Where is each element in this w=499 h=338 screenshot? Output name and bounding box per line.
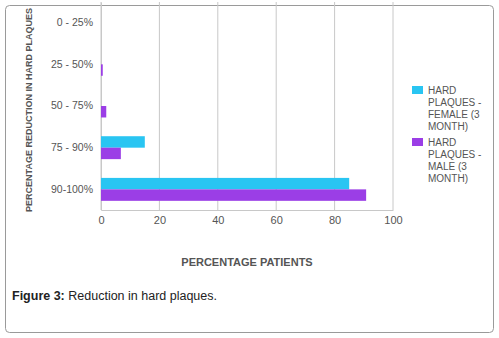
bar xyxy=(101,64,103,75)
bar xyxy=(101,178,349,189)
legend-swatch xyxy=(412,138,423,146)
x-tick-label: 100 xyxy=(384,214,402,226)
x-tick-label: 60 xyxy=(271,214,283,226)
y-tick-label: 25 - 50% xyxy=(51,58,93,70)
legend-label: HARDPLAQUES -MALE (3MONTH) xyxy=(428,137,481,184)
grid-line xyxy=(393,2,394,210)
y-tick-label: 50 - 75% xyxy=(51,99,93,111)
x-tick: 0 xyxy=(98,210,104,226)
y-tick-label: 75 - 90% xyxy=(51,141,93,153)
bar xyxy=(101,106,106,117)
x-tick-label: 80 xyxy=(329,214,341,226)
x-tick: 100 xyxy=(384,210,402,226)
x-tick: 80 xyxy=(329,210,341,226)
y-tick: 50 - 75% xyxy=(51,99,101,111)
bar xyxy=(101,53,102,64)
bar xyxy=(101,189,366,200)
y-axis: 0 - 25% 25 - 50% 50 - 75% 75 - 90% 90-100% xyxy=(51,3,102,211)
x-tick: 20 xyxy=(154,210,166,226)
bar xyxy=(101,148,121,159)
y-tick: 75 - 90% xyxy=(51,141,101,153)
x-axis: 0 20 40 60 80 100 xyxy=(98,210,402,226)
bar-series xyxy=(101,64,366,201)
y-tick-label: 0 - 25% xyxy=(57,16,93,28)
x-tick: 40 xyxy=(212,210,224,226)
bar xyxy=(101,136,145,147)
grid xyxy=(101,2,393,210)
x-tick-label: 40 xyxy=(212,214,224,226)
y-tick-label: 90-100% xyxy=(51,183,93,195)
y-tick: 90-100% xyxy=(51,183,101,195)
chart: 0 20 40 60 80 100 0 - 25% 25 - 50% 50 - 75% 75 - … xyxy=(0,0,499,338)
y-tick: 0 - 25% xyxy=(57,16,101,28)
x-tick-label: 0 xyxy=(98,214,104,226)
legend-swatch xyxy=(412,86,423,94)
x-tick: 60 xyxy=(271,210,283,226)
frame xyxy=(6,6,494,333)
legend-label: HARDPLAQUES -FEMALE (3MONTH) xyxy=(428,85,481,132)
x-tick-label: 20 xyxy=(154,214,166,226)
x-axis-line xyxy=(102,210,394,211)
bar-series xyxy=(101,136,349,189)
y-tick: 25 - 50% xyxy=(51,58,101,70)
bars xyxy=(101,64,366,201)
title: Figure 3: Reduction in hard plaques. xyxy=(12,289,217,303)
bar xyxy=(101,23,102,34)
x-axis-title: PERCENTAGE PATIENTS xyxy=(181,256,312,268)
bar xyxy=(101,11,102,22)
bar xyxy=(101,95,102,106)
legend: HARDPLAQUES -FEMALE (3MONTH) HARDPLAQUES … xyxy=(412,85,481,184)
y-axis-title: PERCENTAGE REDUCTION IN HARD PLAQUES xyxy=(24,8,34,212)
